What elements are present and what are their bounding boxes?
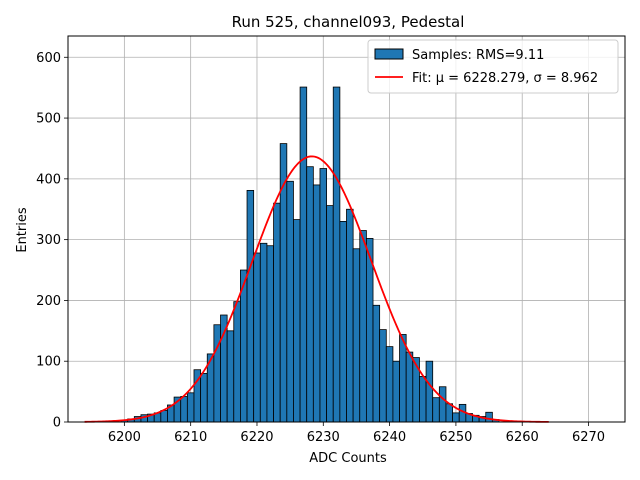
y-tick-label: 600 <box>36 51 61 66</box>
histogram-bar <box>438 386 447 423</box>
histogram-bar <box>293 219 301 423</box>
histogram-bar <box>419 376 427 423</box>
histogram-bar <box>372 304 381 423</box>
histogram-bar <box>326 205 334 423</box>
histogram-bar <box>213 324 221 423</box>
histogram-bar <box>339 221 347 423</box>
x-tick-label: 6270 <box>572 430 605 445</box>
histogram-bar <box>352 248 361 423</box>
histogram-bar <box>319 168 328 423</box>
x-tick-label: 6240 <box>373 430 406 445</box>
histogram-bar <box>180 396 188 423</box>
histogram-bar <box>286 180 294 423</box>
x-tick-label: 6230 <box>307 430 340 445</box>
histogram-bar <box>359 230 367 423</box>
y-tick-label: 0 <box>53 416 61 431</box>
histogram-bar <box>485 411 493 423</box>
legend-box <box>367 39 619 94</box>
y-tick-label: 500 <box>36 112 61 127</box>
x-tick-label: 6260 <box>506 430 539 445</box>
histogram-bar <box>445 403 453 423</box>
histogram-bar <box>365 238 374 423</box>
y-axis-label: Entries <box>15 207 30 253</box>
histogram-bar <box>253 252 261 423</box>
histogram-bar <box>399 334 407 423</box>
histogram-bar <box>379 329 387 423</box>
legend-fit-label: Fit: μ = 6228.279, σ = 8.962 <box>412 71 598 86</box>
legend-samples-swatch <box>374 48 404 60</box>
y-tick-label: 100 <box>36 355 61 370</box>
histogram-bar <box>432 397 440 423</box>
histogram-bar <box>385 346 394 423</box>
y-axis-ticks: 0 100 200 300 400 500 600 <box>36 51 68 431</box>
histogram-bar <box>200 372 208 423</box>
x-tick-label: 6250 <box>439 430 472 445</box>
histogram-bar <box>266 245 274 423</box>
histogram-bar <box>233 301 241 423</box>
y-tick-label: 400 <box>36 172 61 187</box>
histogram-bar <box>332 86 341 423</box>
histogram-bar <box>405 351 414 423</box>
histogram-bar <box>186 392 195 423</box>
histogram-bar <box>226 330 235 423</box>
histogram-bar <box>312 184 321 423</box>
histogram-bar <box>246 189 255 423</box>
legend: Samples: RMS=9.11 Fit: μ = 6228.279, σ =… <box>367 39 619 94</box>
histogram-bar <box>160 410 168 423</box>
histogram-bar <box>452 412 460 423</box>
histogram-bar <box>306 166 314 423</box>
y-tick-label: 300 <box>36 233 61 248</box>
histogram-bar <box>392 360 400 423</box>
chart-title: Run 525, channel093, Pedestal <box>232 13 465 31</box>
gaussian-fit-curve <box>84 155 549 423</box>
histogram-bar <box>220 314 228 423</box>
histogram-bar <box>425 360 434 423</box>
histogram-bar <box>273 202 281 423</box>
x-tick-label: 6200 <box>108 430 141 445</box>
histogram-bar <box>299 86 308 423</box>
y-tick-label: 200 <box>36 294 61 309</box>
x-axis-label: ADC Counts <box>309 451 387 466</box>
x-axis-ticks: 6200 6210 6220 6230 6240 6250 6260 6270 <box>108 422 605 445</box>
x-tick-label: 6210 <box>174 430 207 445</box>
x-tick-label: 6220 <box>240 430 273 445</box>
plot-frame <box>67 35 626 423</box>
legend-samples-label: Samples: RMS=9.11 <box>412 48 544 63</box>
histogram-bar <box>346 208 354 423</box>
histogram-bar <box>259 242 268 423</box>
